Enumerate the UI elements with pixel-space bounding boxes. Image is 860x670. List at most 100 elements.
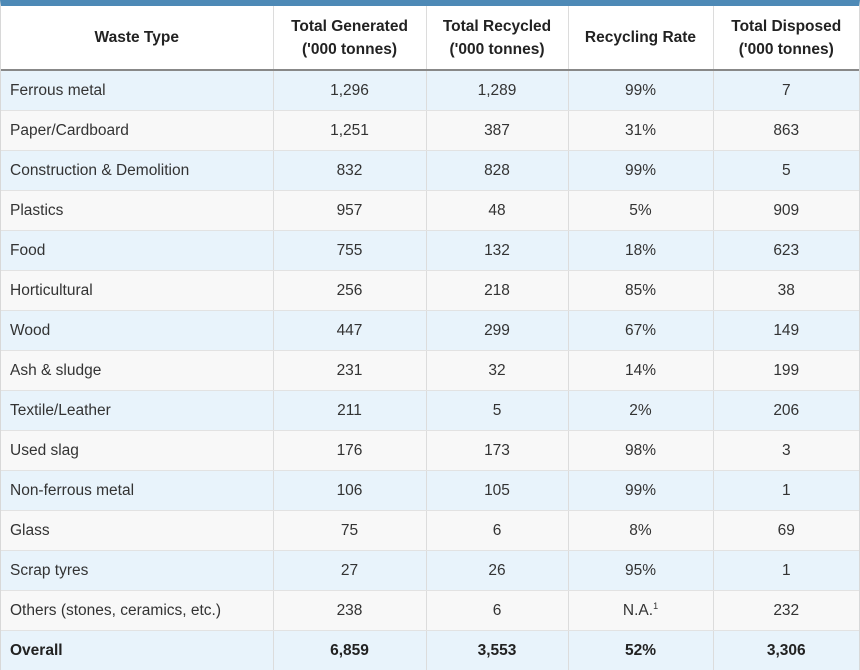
waste-type-cell: Textile/Leather — [1, 390, 274, 431]
value-cell: 5 — [426, 390, 569, 431]
value-cell: 206 — [713, 390, 859, 431]
value-cell: 6 — [426, 590, 569, 631]
header-text: Total Disposed — [731, 17, 842, 35]
value-cell: 299 — [426, 310, 569, 351]
waste-type-cell: Others (stones, ceramics, etc.) — [1, 590, 274, 631]
value-cell: 26 — [426, 550, 569, 591]
value-cell: 98% — [568, 430, 714, 471]
table-row: Glass 75 6 8% 69 — [1, 510, 859, 551]
value-cell: 755 — [273, 230, 427, 271]
value-cell: 67% — [568, 310, 714, 351]
table-row: Wood 447 299 67% 149 — [1, 310, 859, 351]
value-cell: 105 — [426, 470, 569, 511]
table-row: Others (stones, ceramics, etc.) 238 6 N.A.1… — [1, 590, 859, 631]
value-cell: 8% — [568, 510, 714, 551]
table-row: Construction & Demolition 832 828 99% 5 — [1, 150, 859, 191]
waste-type-cell: Plastics — [1, 190, 274, 231]
table-row: Plastics 957 48 5% 909 — [1, 190, 859, 231]
value-cell: 7 — [713, 70, 859, 111]
header-text: Total Recycled — [442, 17, 552, 35]
value-cell: 18% — [568, 230, 714, 271]
value-cell: 211 — [273, 390, 427, 431]
value-cell: 14% — [568, 350, 714, 391]
value-cell: 99% — [568, 70, 714, 111]
value-cell: 256 — [273, 270, 427, 311]
table-row: Scrap tyres 27 26 95% 1 — [1, 550, 859, 591]
header-text: Waste Type — [94, 29, 179, 46]
value-cell: 218 — [426, 270, 569, 311]
header-text: Total Generated — [291, 17, 408, 35]
value-cell: 1,296 — [273, 70, 427, 111]
value-cell: 69 — [713, 510, 859, 551]
value-cell: 176 — [273, 430, 427, 471]
header-text: ('000 tonnes) — [449, 40, 545, 58]
value-cell: 1,289 — [426, 70, 569, 111]
table-row: Ash & sludge 231 32 14% 199 — [1, 350, 859, 391]
column-header: Total Generated ('000 tonnes) — [273, 6, 427, 71]
value-cell: 957 — [273, 190, 427, 231]
waste-type-cell: Non-ferrous metal — [1, 470, 274, 511]
waste-type-cell: Ferrous metal — [1, 70, 274, 111]
value-cell: 75 — [273, 510, 427, 551]
table-row: Non-ferrous metal 106 105 99% 1 — [1, 470, 859, 511]
value-cell: 3 — [713, 430, 859, 471]
table-row: Paper/Cardboard 1,251 387 31% 863 — [1, 110, 859, 151]
waste-type-cell: Paper/Cardboard — [1, 110, 274, 151]
value-cell: 3,306 — [713, 630, 859, 670]
value-cell: 231 — [273, 350, 427, 391]
value-cell: 387 — [426, 110, 569, 151]
value-cell: 132 — [426, 230, 569, 271]
header-text: ('000 tonnes) — [738, 40, 834, 58]
table-row: Overall 6,859 3,553 52% 3,306 — [1, 630, 859, 670]
value-cell: 447 — [273, 310, 427, 351]
value-cell: 6 — [426, 510, 569, 551]
value-cell: 31% — [568, 110, 714, 151]
column-header: Total Recycled ('000 tonnes) — [426, 6, 569, 71]
value-cell: 6,859 — [273, 630, 427, 670]
waste-type-cell: Construction & Demolition — [1, 150, 274, 191]
waste-type-cell: Overall — [1, 630, 274, 670]
value-cell: 27 — [273, 550, 427, 591]
cell-text: N.A. — [622, 602, 654, 619]
table-row: Ferrous metal 1,296 1,289 99% 7 — [1, 70, 859, 111]
value-cell: 2% — [568, 390, 714, 431]
value-cell: 623 — [713, 230, 859, 271]
column-header: Recycling Rate — [568, 6, 714, 71]
value-cell: 232 — [713, 590, 859, 631]
table-row: Food 755 132 18% 623 — [1, 230, 859, 271]
value-cell: 38 — [713, 270, 859, 311]
value-cell: 99% — [568, 470, 714, 511]
table-row: Textile/Leather 211 5 2% 206 — [1, 390, 859, 431]
value-cell: 1,251 — [273, 110, 427, 151]
waste-type-cell: Scrap tyres — [1, 550, 274, 591]
value-cell: 99% — [568, 150, 714, 191]
value-cell: 173 — [426, 430, 569, 471]
value-cell: 238 — [273, 590, 427, 631]
value-cell: 828 — [426, 150, 569, 191]
value-cell: 1 — [713, 470, 859, 511]
value-cell: 199 — [713, 350, 859, 391]
table-row: Horticultural 256 218 85% 38 — [1, 270, 859, 311]
waste-type-cell: Ash & sludge — [1, 350, 274, 391]
value-cell: 5% — [568, 190, 714, 231]
header-row: Waste Type Total Generated ('000 tonnes) To… — [1, 6, 859, 71]
column-header: Waste Type — [1, 6, 274, 71]
value-cell: 832 — [273, 150, 427, 191]
value-cell: 1 — [713, 550, 859, 591]
value-cell: 85% — [568, 270, 714, 311]
value-cell: 3,553 — [426, 630, 569, 670]
value-cell: 149 — [713, 310, 859, 351]
table-row: Used slag 176 173 98% 3 — [1, 430, 859, 471]
column-header: Total Disposed ('000 tonnes) — [713, 6, 859, 71]
footnote-mark: 1 — [653, 601, 659, 611]
table-body: Ferrous metal 1,296 1,289 99% 7 Paper/Cardboa… — [1, 70, 859, 670]
value-cell: N.A.1 — [568, 590, 714, 631]
waste-type-cell: Horticultural — [1, 270, 274, 311]
header-text: ('000 tonnes) — [302, 40, 397, 58]
value-cell: 52% — [568, 630, 714, 670]
value-cell: 106 — [273, 470, 427, 511]
value-cell: 95% — [568, 550, 714, 591]
value-cell: 5 — [713, 150, 859, 191]
value-cell: 909 — [713, 190, 859, 231]
